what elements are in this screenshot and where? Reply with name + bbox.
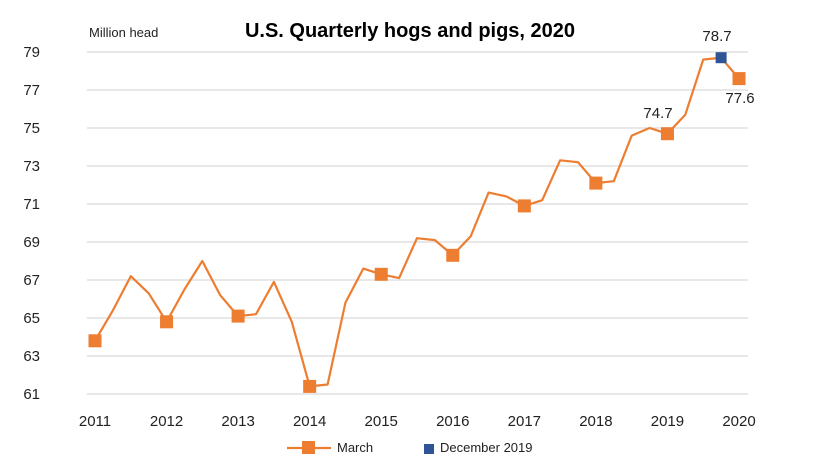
y-tick-label: 63 [23,348,40,365]
dec2019-marker [715,52,727,64]
y-tick-label: 79 [23,44,40,61]
legend: March December 2019 [287,440,533,455]
y-tick-label: 65 [23,310,40,327]
y-tick-label: 69 [23,234,40,251]
march-marker [589,176,603,190]
march-marker [517,199,531,213]
x-tick-label: 2012 [150,413,183,430]
march-marker [88,334,102,348]
y-tick-labels: 61 63 65 67 69 71 73 75 77 79 [23,44,40,403]
x-tick-label: 2015 [365,413,398,430]
y-tick-label: 71 [23,196,40,213]
chart-title: U.S. Quarterly hogs and pigs, 2020 [245,20,575,42]
series-markers [88,52,746,393]
data-label-dec-2019: 78.7 [702,28,731,45]
legend-dec2019-marker [424,444,434,454]
x-tick-label: 2014 [293,413,326,430]
x-tick-label: 2020 [722,413,755,430]
x-tick-label: 2017 [508,413,541,430]
march-marker [160,315,174,329]
y-tick-label: 73 [23,158,40,175]
x-tick-label: 2013 [221,413,254,430]
march-marker [231,309,245,323]
data-label-2020-march: 77.6 [725,90,754,107]
legend-dec2019-label: December 2019 [440,440,533,455]
march-marker [446,248,460,262]
y-tick-label: 77 [23,82,40,99]
legend-march-label: March [337,440,373,455]
y-tick-label: 67 [23,272,40,289]
x-tick-label: 2019 [651,413,684,430]
data-label-2019-march: 74.7 [643,105,672,122]
march-marker [660,127,674,141]
gridlines [87,51,748,395]
x-tick-label: 2011 [79,413,111,430]
series-line-march [94,56,740,388]
x-tick-labels: 2011 2012 2013 2014 2015 2016 2017 2018 2019 2020 [79,413,756,430]
y-tick-label: 61 [23,386,40,403]
unit-label: Million head [89,25,158,40]
legend-march-marker [302,441,315,454]
march-marker [303,379,317,393]
x-tick-label: 2018 [579,413,612,430]
x-tick-label: 2016 [436,413,469,430]
y-tick-label: 75 [23,120,40,137]
march-marker [732,72,746,86]
march-marker [374,267,388,281]
